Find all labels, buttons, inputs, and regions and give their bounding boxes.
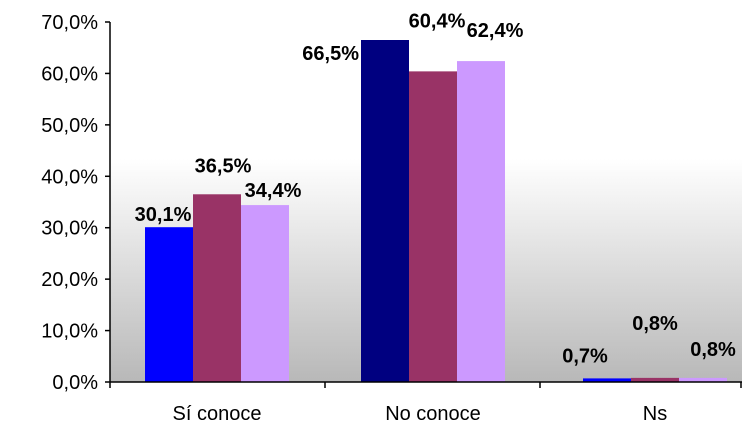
x-tick-label-1: No conoce (385, 403, 481, 425)
bar-0-0 (145, 227, 193, 382)
y-tick-label-4: 40,0% (41, 166, 98, 188)
bar-1-0 (361, 40, 409, 382)
y-tick-label-6: 60,0% (41, 63, 98, 85)
y-tick-labels: 0,0% 10,0% 20,0% 30,0% 40,0% 50,0% 60,0% 70,0% (41, 12, 98, 394)
x-tick-label-0: Sí conoce (173, 403, 262, 425)
bar-2-2 (679, 377, 727, 382)
y-tick-label-2: 20,0% (41, 269, 98, 291)
y-tick-label-1: 10,0% (41, 321, 98, 343)
data-label-2-0: 0,7% (562, 345, 608, 367)
data-label-0-1: 36,5% (195, 155, 252, 177)
y-tick-label-0: 0,0% (52, 372, 98, 394)
data-labels-group: 30,1% 36,5% 34,4% 66,5% 60,4% 62,4% 0,7% 0,8% 0,… (135, 10, 736, 367)
data-label-1-1: 60,4% (409, 10, 466, 32)
data-label-0-0: 30,1% (135, 204, 192, 226)
y-tick-label-7: 70,0% (41, 12, 98, 34)
y-tick-label-5: 50,0% (41, 115, 98, 137)
bar-2-0 (583, 378, 631, 382)
x-tick-label-2: Ns (643, 403, 667, 425)
bar-0-2 (241, 205, 289, 382)
bar-2-1 (631, 377, 679, 382)
data-label-2-2: 0,8% (690, 339, 736, 361)
bars-group (145, 40, 727, 382)
data-label-1-2: 62,4% (467, 20, 524, 42)
bar-1-2 (457, 61, 505, 382)
data-label-2-1: 0,8% (632, 313, 678, 335)
bar-1-1 (409, 71, 457, 382)
axes-group (105, 21, 742, 388)
bar-0-1 (193, 194, 241, 382)
data-label-0-2: 34,4% (245, 180, 302, 202)
y-tick-label-3: 30,0% (41, 218, 98, 240)
data-label-1-0: 66,5% (302, 43, 359, 65)
x-tick-labels: Sí conoce No conoce Ns (173, 403, 668, 425)
